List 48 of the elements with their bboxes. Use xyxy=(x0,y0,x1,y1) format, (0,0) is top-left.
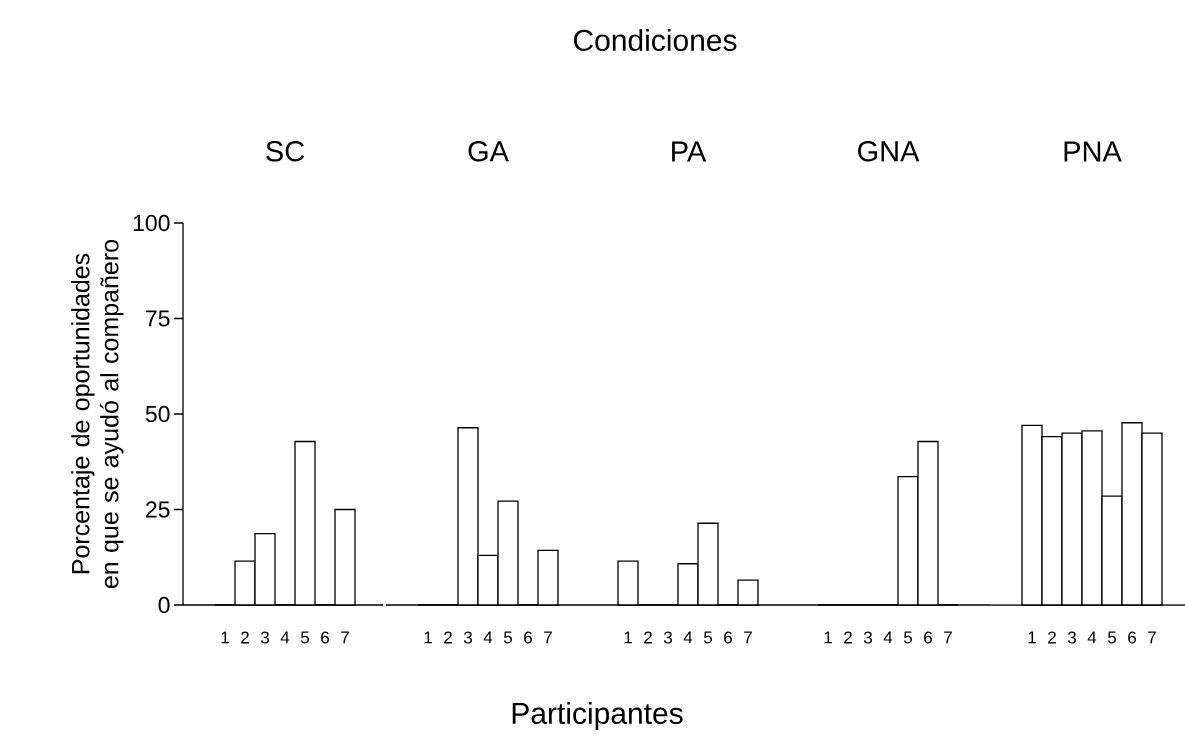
x-tick-label: 4 xyxy=(280,631,290,644)
x-tick-label: 6 xyxy=(1128,631,1136,644)
x-tick-label: 6 xyxy=(321,631,329,644)
x-axis-title: Participantes xyxy=(512,702,683,730)
x-tick-label: 4 xyxy=(483,631,493,644)
x-tick-label: 3 xyxy=(1067,631,1076,644)
x-tick-label: 7 xyxy=(744,631,752,644)
y-axis-title: Porcentaje de oportunidades en que se ayudó al compañero xyxy=(71,240,124,589)
y-tick-label: 50 xyxy=(145,405,170,423)
x-tick-label: 3 xyxy=(463,631,472,644)
chart-title: PA xyxy=(672,141,707,162)
x-tick-label: 2 xyxy=(1048,631,1056,644)
y-tick-label: 25 xyxy=(146,501,170,518)
x-tick-label: 7 xyxy=(944,631,952,644)
x-tick-label: 2 xyxy=(644,631,652,644)
x-tick-label: 1 xyxy=(824,631,832,644)
chart-title: PNA xyxy=(1064,141,1122,162)
x-tick-label: 5 xyxy=(1107,631,1117,644)
x-tick-label: 1 xyxy=(424,631,432,644)
chart-title: SC xyxy=(266,140,305,162)
chart-title: GA xyxy=(468,140,509,162)
x-tick-label: 1 xyxy=(221,631,229,644)
x-tick-label: 6 xyxy=(924,631,932,644)
x-tick-label: 4 xyxy=(683,631,693,644)
x-tick-label: 6 xyxy=(724,631,732,644)
x-tick-label: 3 xyxy=(260,631,269,644)
x-tick-label: 3 xyxy=(663,631,672,644)
x-tick-label: 5 xyxy=(503,631,513,644)
x-tick-label: 6 xyxy=(524,631,532,644)
x-tick-label: 5 xyxy=(903,631,913,644)
y-tick-label: 100 xyxy=(133,214,170,232)
x-tick-label: 7 xyxy=(544,631,552,644)
x-tick-label: 2 xyxy=(444,631,452,644)
y-tick-label: 0 xyxy=(158,596,170,614)
y-tick-label: 75 xyxy=(146,310,170,327)
x-tick-label: 4 xyxy=(1087,631,1097,644)
x-tick-label: 4 xyxy=(883,631,893,644)
x-tick-label: 7 xyxy=(341,631,349,644)
text: Condiciones xyxy=(573,28,737,52)
x-tick-label: 2 xyxy=(844,631,852,644)
x-tick-label: 3 xyxy=(863,631,872,644)
x-tick-label: 1 xyxy=(1028,631,1036,644)
x-tick-label: 2 xyxy=(241,631,249,644)
x-tick-label: 7 xyxy=(1148,631,1156,644)
x-tick-label: 5 xyxy=(300,631,310,644)
chart-title: GNA xyxy=(858,140,920,162)
x-tick-label: 5 xyxy=(703,631,713,644)
x-tick-label: 1 xyxy=(624,631,632,644)
